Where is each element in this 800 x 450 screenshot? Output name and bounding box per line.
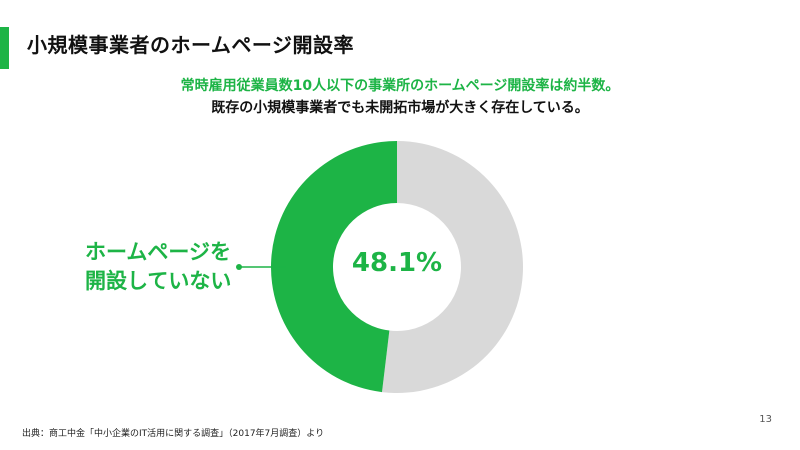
center-percentage-label: 48.1% — [351, 248, 443, 278]
donut-slice-remaining — [381, 141, 523, 393]
title-accent-bar — [0, 27, 9, 69]
slide-title: 小規模事業者のホームページ開設率 — [27, 33, 354, 57]
page-number: 13 — [759, 414, 772, 425]
subtitle-text: 既存の小規模事業者でも未開拓市場が大きく存在している。 — [211, 100, 589, 116]
donut-slice-not-opened — [271, 141, 397, 393]
callout-line-1: ホームページを — [85, 240, 231, 264]
callout-line-2: 開設していない — [85, 269, 232, 293]
source-note: 出典：商工中金「中小企業のIT活用に関する調査」（2017年7月調査）より — [22, 429, 325, 439]
slice-callout-label: ホームページを 開設していない — [85, 238, 231, 296]
callout-leader-line — [236, 264, 286, 270]
donut-chart — [271, 141, 523, 393]
subtitle-highlight: 常時雇用従業員数10人以下の事業所のホームページ開設率は約半数。 — [180, 78, 620, 94]
